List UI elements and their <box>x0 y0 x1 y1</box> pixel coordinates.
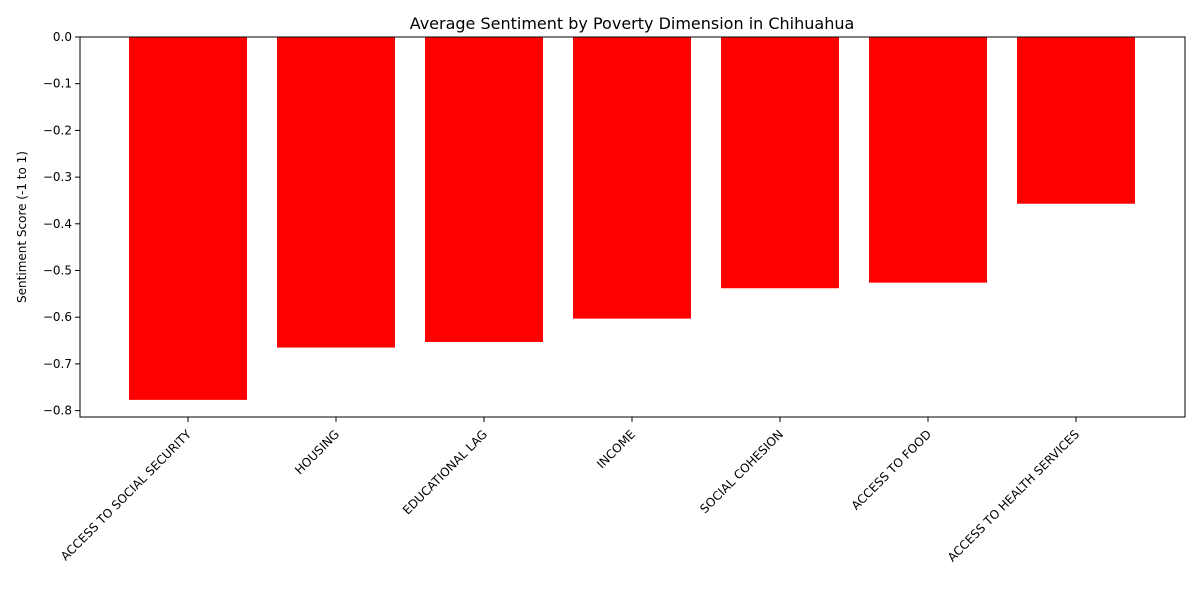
bar-0 <box>129 37 247 400</box>
x-tick-label: ACCESS TO HEALTH SERVICES <box>945 427 1082 564</box>
y-tick-label: −0.2 <box>43 123 72 137</box>
bar-4 <box>721 37 839 289</box>
x-tick-label: ACCESS TO FOOD <box>849 427 935 513</box>
bar-5 <box>869 37 987 283</box>
bars-group <box>129 37 1135 400</box>
x-tick-label: EDUCATIONAL LAG <box>400 427 490 517</box>
y-tick-label: −0.7 <box>43 357 72 371</box>
bar-6 <box>1017 37 1135 204</box>
y-tick-label: −0.5 <box>43 264 72 278</box>
bar-2 <box>425 37 543 342</box>
y-tick-label: −0.1 <box>43 77 72 91</box>
x-tick-label: SOCIAL COHESION <box>697 427 786 516</box>
bar-3 <box>573 37 691 319</box>
plot-frame <box>79 36 1186 418</box>
y-tick-label: −0.6 <box>43 310 72 324</box>
bar-1 <box>277 37 395 348</box>
y-tick-label: 0.0 <box>53 30 72 44</box>
y-tick-label: −0.8 <box>43 404 72 418</box>
x-tick-label: INCOME <box>594 427 638 471</box>
x-tick-label: HOUSING <box>292 427 342 477</box>
y-tick-label: −0.3 <box>43 170 72 184</box>
x-tick-label: ACCESS TO SOCIAL SECURITY <box>58 427 195 564</box>
y-axis-ticks: 0.0 −0.1 −0.2 −0.3 −0.4 −0.5 −0.6 −0.7 −0.8 <box>43 30 80 418</box>
y-axis-label: Sentiment Score (-1 to 1) <box>15 151 29 303</box>
y-tick-label: −0.4 <box>43 217 72 231</box>
x-axis-ticks: ACCESS TO SOCIAL SECURITY HOUSING EDUCATIO… <box>58 417 1082 565</box>
chart-title: Average Sentiment by Poverty Dimension i… <box>410 14 855 33</box>
